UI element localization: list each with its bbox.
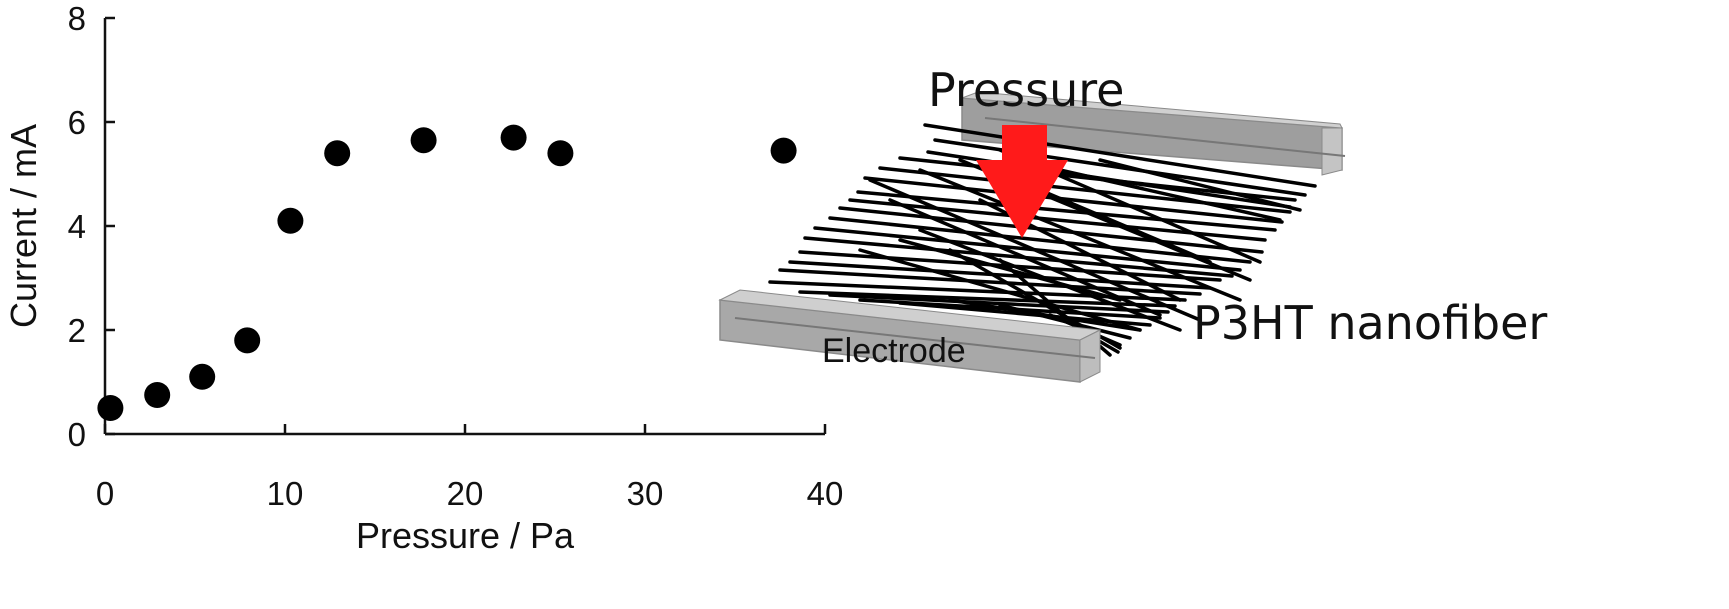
nanofiber-line [1038,188,1212,264]
nanofiber-line [1058,168,1282,222]
data-point [500,124,527,151]
data-point [97,395,124,421]
electrode-label: Electrode [822,332,966,370]
nanofiber-line [868,178,1202,322]
scatter-chart: 0 10 20 30 40 0 2 4 6 8 Pressure / Pa Current / … [3,0,843,556]
nanofiber-line [1098,158,1302,212]
nanofiber-line [848,198,1267,242]
data-point [277,207,304,234]
pressure-label: Pressure [928,63,1124,117]
data-point [234,327,261,354]
data-point [189,363,216,390]
x-tick-label: 20 [447,475,484,512]
nanofiber-line [828,216,1252,264]
data-point [410,127,437,154]
y-axis-title: Current / mA [3,124,44,328]
bottom-electrode [718,289,1102,383]
x-axis-ticks: 0 10 20 30 40 [96,424,844,512]
device-schematic: Electrode Pressure P3HT nanofiber [718,63,1547,383]
data-point [144,382,171,408]
x-tick-label: 0 [96,475,114,512]
nanofiber-line [918,168,1242,302]
nanofiber-line [828,293,1170,314]
data-point [770,137,797,164]
x-tick-label: 10 [267,475,304,512]
x-axis-title: Pressure / Pa [356,515,575,556]
top-electrode [961,91,1346,176]
y-tick-label: 4 [68,208,86,245]
nanofiber-line [813,226,1242,272]
data-point [547,140,574,167]
data-points [97,124,797,421]
nanofiber-line [923,123,1317,188]
data-point [324,140,351,167]
y-tick-label: 6 [68,104,86,141]
nanofiber-line [858,248,1142,332]
nanofiber-line [788,260,1212,290]
y-tick-label: 2 [68,312,86,349]
nanofiber-line [856,190,1277,232]
nanofiber-line [918,228,1182,332]
y-tick-label: 0 [68,416,86,453]
nanofiber-line [878,166,1292,214]
y-tick-label: 8 [68,0,86,37]
y-axis-ticks: 0 2 4 6 8 [68,0,115,453]
x-tick-label: 30 [627,475,664,512]
nanofiber-line [888,198,1162,317]
x-tick-label: 40 [807,475,844,512]
nanofiber-line [838,206,1264,254]
pressure-arrow-icon [976,125,1068,238]
nanofiber-line [933,138,1307,197]
nanofiber-line [863,176,1284,224]
fiber-label: P3HT nanofiber [1193,296,1547,350]
